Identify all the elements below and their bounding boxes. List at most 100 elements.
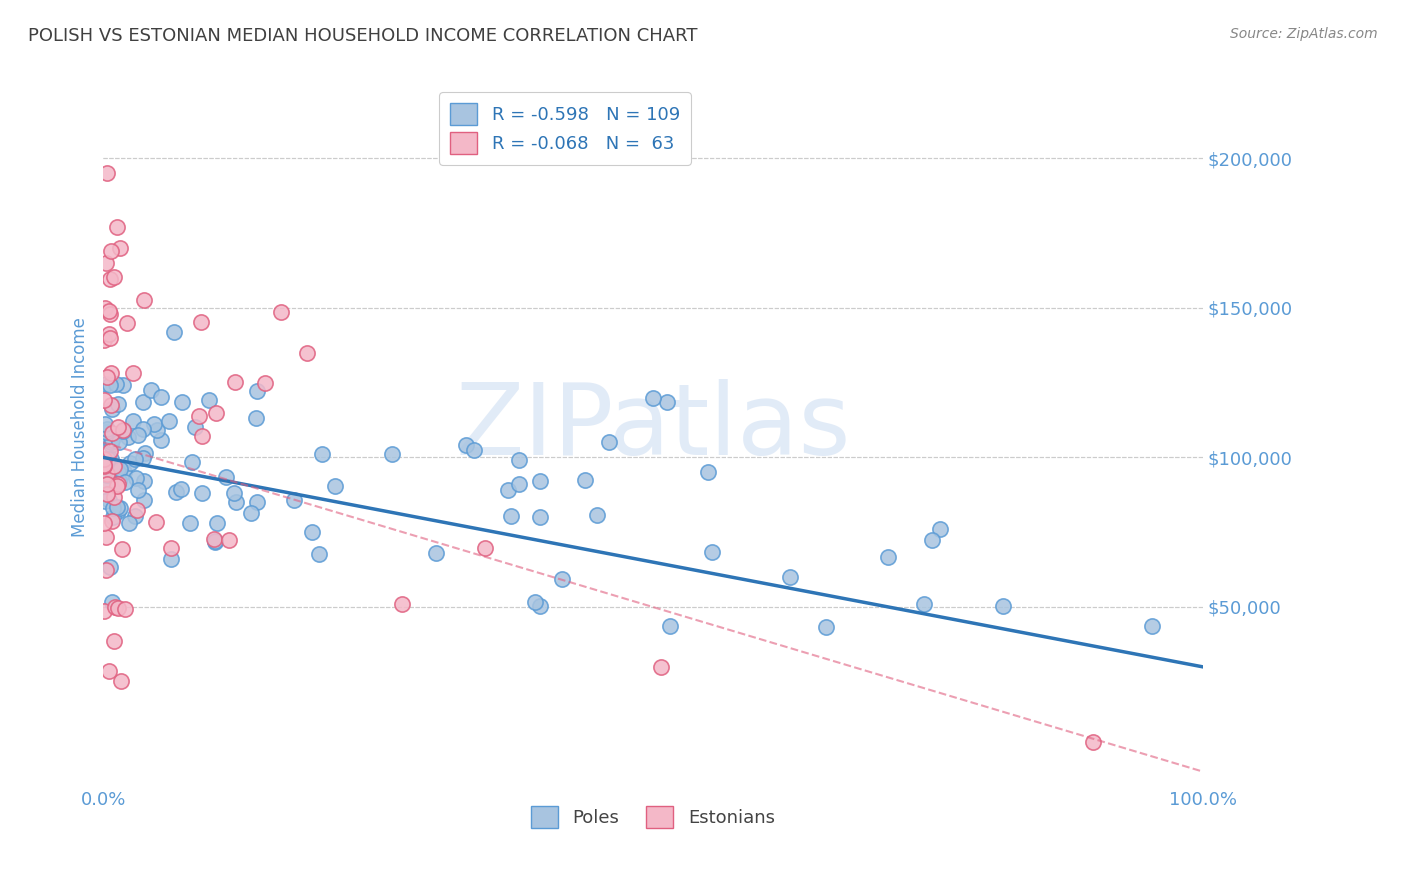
Poles — [496, 483, 519, 498]
Estonians — [100, 367, 122, 381]
Poles — [929, 522, 952, 536]
Poles — [308, 547, 330, 561]
Poles — [222, 485, 245, 500]
Poles — [529, 475, 551, 489]
Poles — [110, 462, 132, 476]
Poles — [132, 422, 155, 436]
Estonians — [96, 256, 118, 270]
Text: Source: ZipAtlas.com: Source: ZipAtlas.com — [1230, 27, 1378, 41]
Estonians — [103, 269, 125, 284]
Text: POLISH VS ESTONIAN MEDIAN HOUSEHOLD INCOME CORRELATION CHART: POLISH VS ESTONIAN MEDIAN HOUSEHOLD INCO… — [28, 27, 697, 45]
Estonians — [96, 476, 118, 491]
Poles — [100, 434, 122, 449]
Poles — [165, 485, 187, 500]
Poles — [132, 394, 155, 409]
Estonians — [191, 429, 214, 443]
Estonians — [94, 530, 117, 544]
Estonians — [93, 604, 115, 618]
Estonians — [111, 423, 134, 437]
Poles — [117, 516, 139, 531]
Poles — [641, 391, 664, 405]
Poles — [246, 495, 269, 509]
Poles — [157, 414, 180, 428]
Poles — [301, 524, 323, 539]
Estonians — [103, 491, 125, 505]
Poles — [93, 464, 115, 478]
Poles — [246, 384, 269, 398]
Poles — [107, 462, 129, 476]
Estonians — [96, 166, 118, 180]
Estonians — [107, 419, 129, 434]
Poles — [655, 395, 678, 409]
Poles — [149, 390, 172, 404]
Poles — [163, 326, 186, 340]
Estonians — [218, 533, 240, 547]
Poles — [114, 475, 136, 489]
Poles — [204, 534, 226, 549]
Estonians — [105, 479, 128, 493]
Poles — [225, 495, 247, 509]
Poles — [139, 383, 162, 397]
Poles — [696, 466, 718, 480]
Poles — [170, 394, 193, 409]
Estonians — [98, 326, 121, 341]
Poles — [142, 417, 165, 432]
Estonians — [160, 541, 183, 555]
Poles — [659, 618, 682, 632]
Poles — [170, 483, 193, 497]
Estonians — [270, 305, 292, 319]
Poles — [100, 438, 122, 452]
Poles — [180, 455, 202, 469]
Estonians — [93, 516, 115, 531]
Estonians — [107, 601, 129, 615]
Poles — [207, 516, 229, 530]
Poles — [105, 500, 128, 515]
Poles — [574, 473, 596, 487]
Estonians — [190, 315, 212, 329]
Poles — [111, 424, 134, 438]
Poles — [463, 442, 485, 457]
Estonians — [202, 532, 225, 546]
Estonians — [93, 458, 115, 472]
Estonians — [224, 375, 246, 389]
Poles — [108, 475, 131, 489]
Poles — [191, 486, 214, 500]
Estonians — [108, 241, 131, 255]
Poles — [586, 508, 609, 523]
Poles — [97, 451, 120, 466]
Poles — [124, 509, 146, 524]
Poles — [702, 545, 724, 559]
Poles — [112, 378, 135, 392]
Poles — [921, 533, 943, 548]
Estonians — [1081, 734, 1104, 748]
Poles — [107, 504, 129, 518]
Poles — [96, 422, 118, 436]
Poles — [131, 451, 153, 466]
Estonians — [103, 634, 125, 648]
Estonians — [205, 406, 228, 420]
Poles — [107, 396, 129, 410]
Estonians — [103, 459, 125, 474]
Poles — [98, 560, 121, 574]
Poles — [508, 452, 530, 467]
Poles — [96, 468, 118, 483]
Estonians — [98, 331, 121, 345]
Poles — [179, 516, 201, 530]
Estonians — [100, 244, 122, 259]
Poles — [108, 434, 131, 449]
Poles — [529, 509, 551, 524]
Poles — [94, 376, 117, 391]
Estonians — [107, 476, 129, 491]
Poles — [529, 599, 551, 614]
Estonians — [110, 674, 132, 689]
Poles — [134, 492, 156, 507]
Poles — [134, 445, 156, 459]
Estonians — [98, 443, 121, 458]
Poles — [98, 378, 121, 392]
Poles — [184, 419, 207, 434]
Estonians — [187, 409, 209, 423]
Poles — [103, 467, 125, 482]
Poles — [523, 594, 546, 608]
Estonians — [121, 366, 143, 380]
Poles — [499, 509, 522, 524]
